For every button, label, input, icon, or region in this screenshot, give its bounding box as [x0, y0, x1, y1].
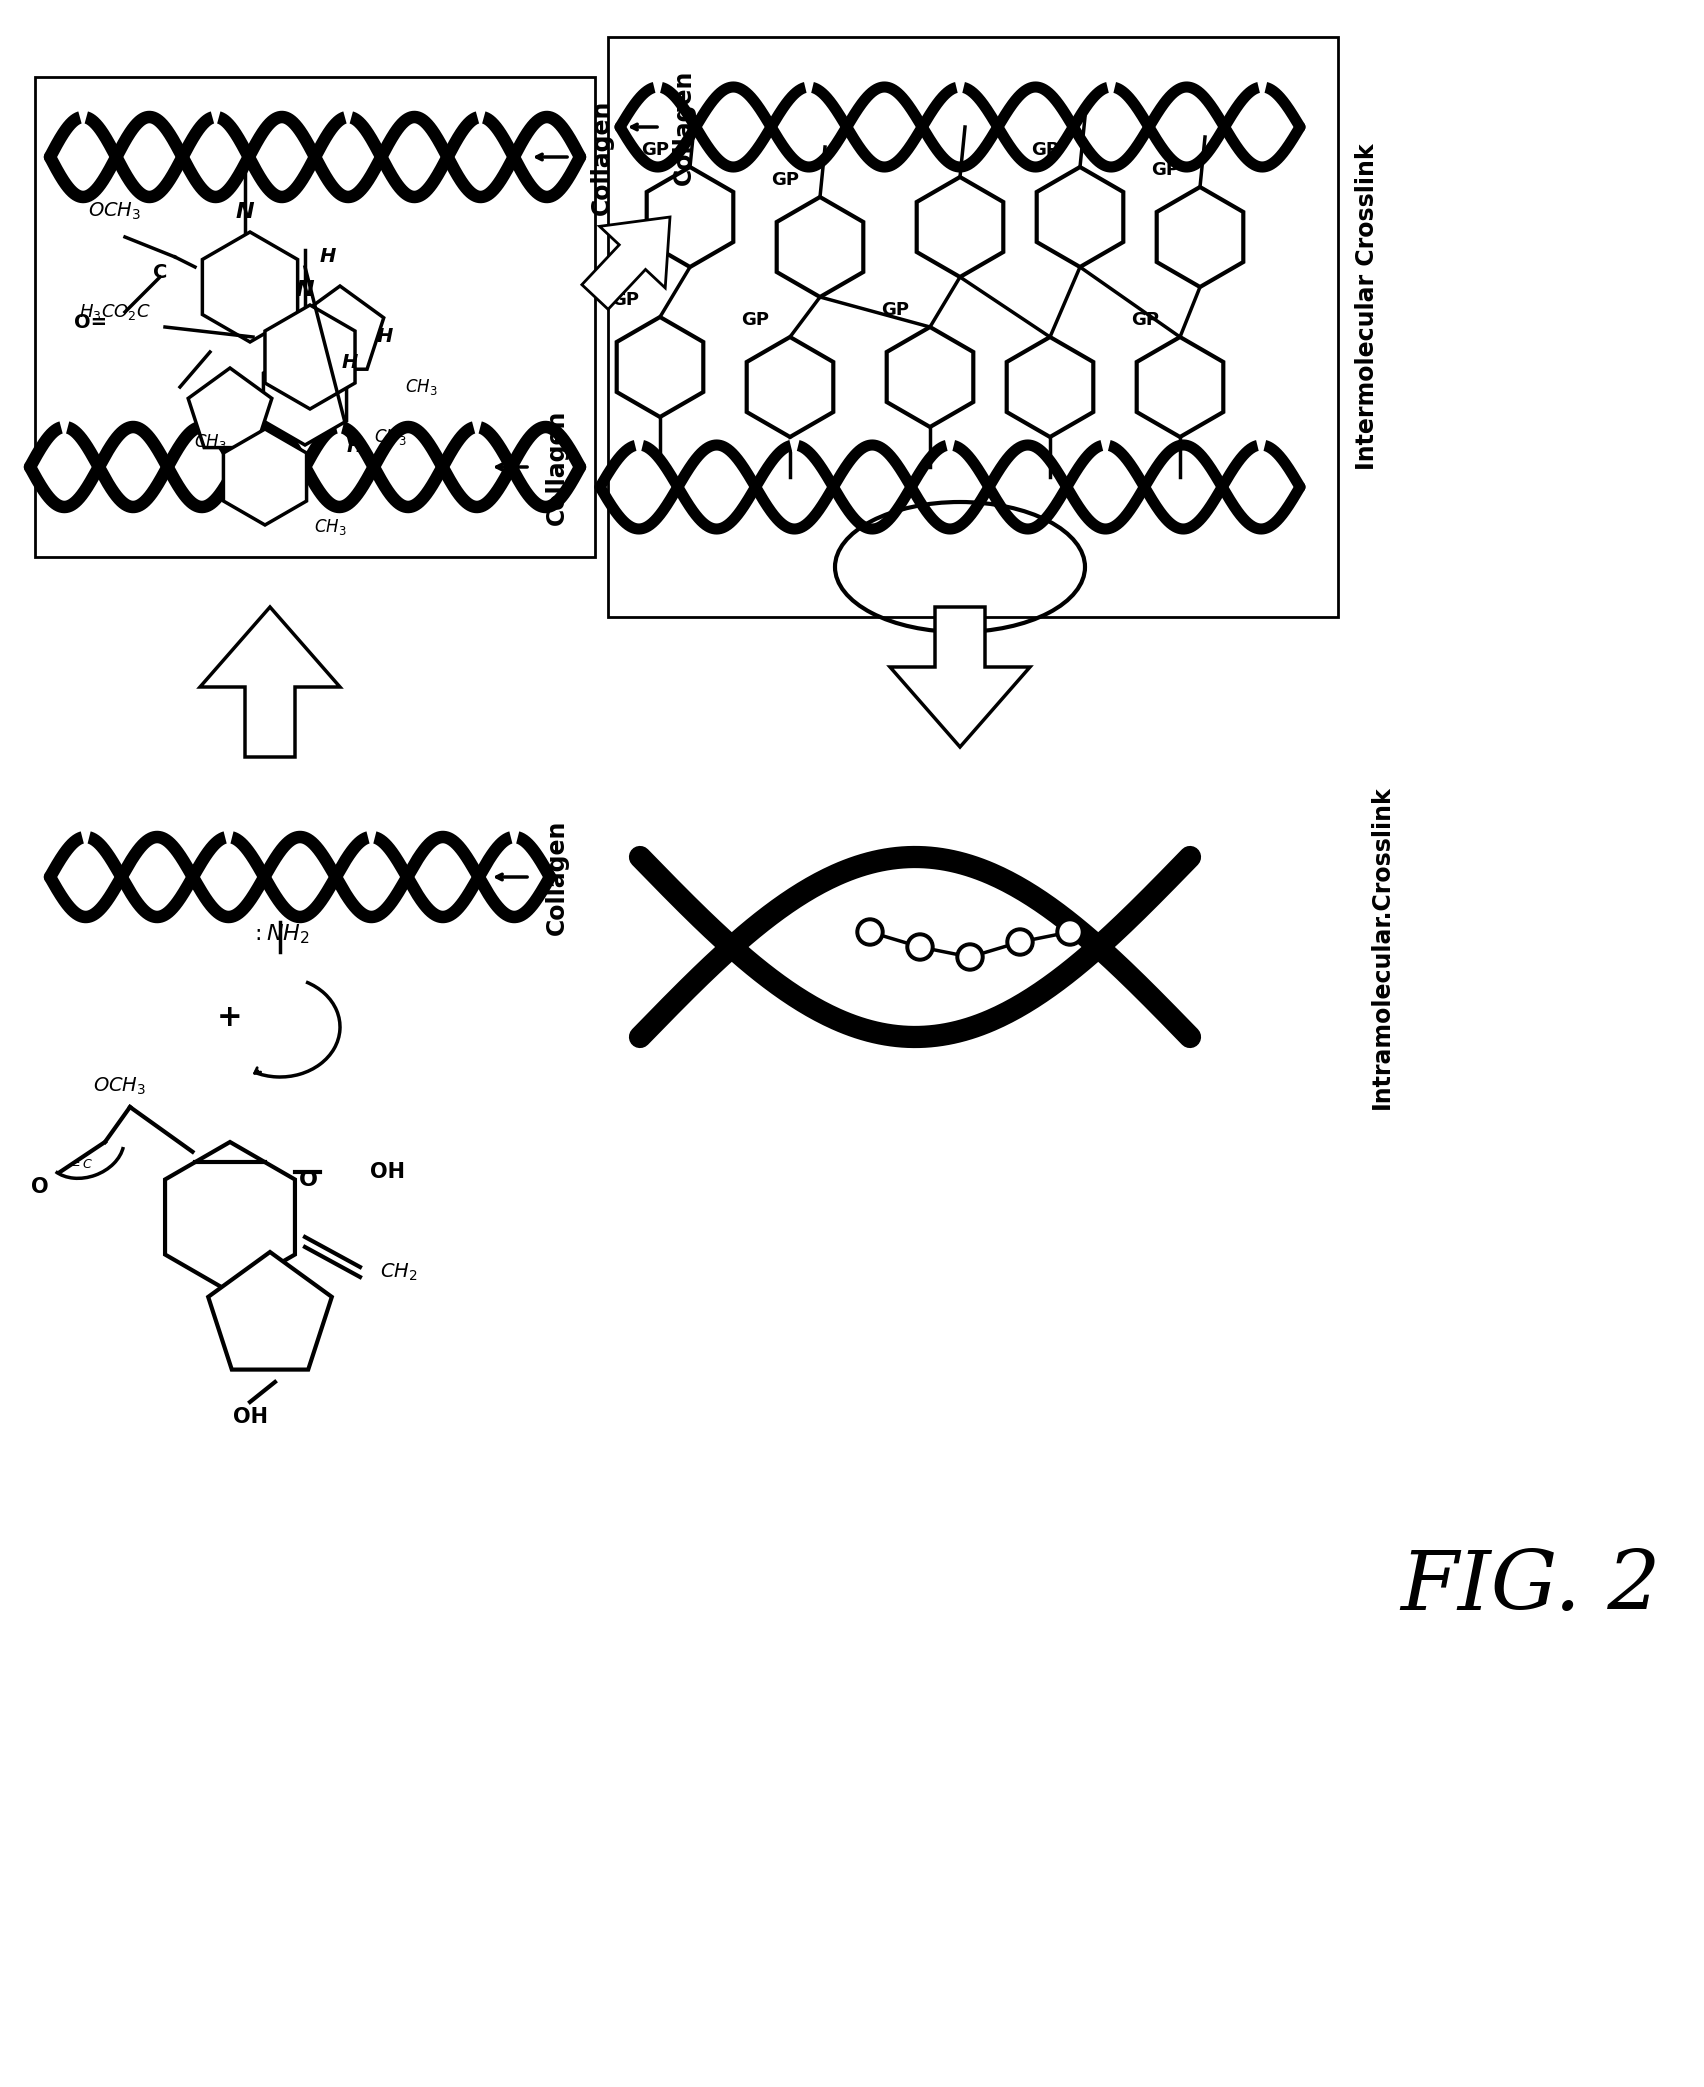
- Polygon shape: [1036, 167, 1123, 267]
- Text: H: H: [320, 248, 336, 267]
- Polygon shape: [187, 367, 273, 447]
- Text: O: O: [31, 1177, 49, 1198]
- Circle shape: [1056, 918, 1084, 945]
- Text: $_{=C}$: $_{=C}$: [66, 1152, 94, 1171]
- Text: O: O: [298, 1169, 317, 1190]
- Text: $H_3CO_2C$: $H_3CO_2C$: [78, 303, 152, 321]
- Text: +: +: [216, 1002, 242, 1031]
- Text: $OCH_3$: $OCH_3$: [94, 1075, 147, 1098]
- Circle shape: [956, 943, 983, 970]
- Circle shape: [1060, 922, 1080, 941]
- Text: $CH_3$: $CH_3$: [194, 432, 227, 453]
- Circle shape: [855, 918, 884, 945]
- Text: GP: GP: [1131, 311, 1159, 330]
- Polygon shape: [264, 305, 354, 409]
- Text: FIG. 2: FIG. 2: [1399, 1546, 1660, 1628]
- Text: Collagen: Collagen: [545, 409, 569, 524]
- Text: $CH_3$: $CH_3$: [314, 518, 346, 536]
- Polygon shape: [1157, 188, 1244, 288]
- Text: N: N: [296, 280, 314, 301]
- Polygon shape: [296, 286, 383, 369]
- Polygon shape: [889, 607, 1029, 747]
- Polygon shape: [1137, 336, 1223, 436]
- Polygon shape: [165, 1142, 295, 1292]
- Text: GP: GP: [741, 311, 769, 330]
- Circle shape: [907, 933, 934, 960]
- Text: C: C: [153, 263, 167, 282]
- Polygon shape: [617, 317, 704, 417]
- Polygon shape: [648, 167, 733, 267]
- Text: GP: GP: [881, 301, 908, 319]
- Circle shape: [910, 937, 930, 958]
- Polygon shape: [264, 349, 346, 445]
- Circle shape: [1005, 929, 1034, 956]
- Text: OH: OH: [370, 1162, 406, 1181]
- Polygon shape: [581, 217, 670, 309]
- Text: Collagen: Collagen: [671, 69, 695, 184]
- Text: Intermolecular Crosslink: Intermolecular Crosslink: [1355, 144, 1379, 470]
- Text: GP: GP: [612, 290, 639, 309]
- Polygon shape: [1007, 336, 1094, 436]
- Text: OH: OH: [232, 1407, 268, 1428]
- Text: $CH_2$: $CH_2$: [380, 1261, 417, 1284]
- Polygon shape: [746, 336, 833, 436]
- Text: GP: GP: [1150, 161, 1179, 179]
- Text: H: H: [348, 438, 363, 457]
- Circle shape: [959, 947, 980, 966]
- Text: Collagen: Collagen: [545, 820, 569, 935]
- Text: $CH_3$: $CH_3$: [373, 428, 406, 447]
- Text: H: H: [377, 328, 394, 346]
- Polygon shape: [917, 177, 1004, 278]
- Polygon shape: [208, 1252, 332, 1369]
- Text: O=: O=: [73, 313, 107, 332]
- Text: $:NH_2$: $:NH_2$: [250, 922, 310, 945]
- Circle shape: [861, 922, 879, 941]
- Text: Collagen: Collagen: [590, 100, 613, 215]
- Circle shape: [1010, 933, 1029, 952]
- Polygon shape: [777, 196, 864, 296]
- Polygon shape: [203, 232, 298, 342]
- Text: GP: GP: [641, 142, 670, 159]
- Text: GP: GP: [1031, 142, 1058, 159]
- Polygon shape: [199, 607, 341, 758]
- Polygon shape: [886, 328, 973, 428]
- Text: N: N: [235, 202, 254, 221]
- Text: H: H: [343, 353, 358, 371]
- Polygon shape: [223, 430, 307, 526]
- Text: Intramolecular.Crosslink: Intramolecular.Crosslink: [1370, 785, 1394, 1108]
- Text: $CH_3$: $CH_3$: [406, 378, 438, 397]
- Text: GP: GP: [770, 171, 799, 190]
- Text: $OCH_3$: $OCH_3$: [89, 200, 141, 221]
